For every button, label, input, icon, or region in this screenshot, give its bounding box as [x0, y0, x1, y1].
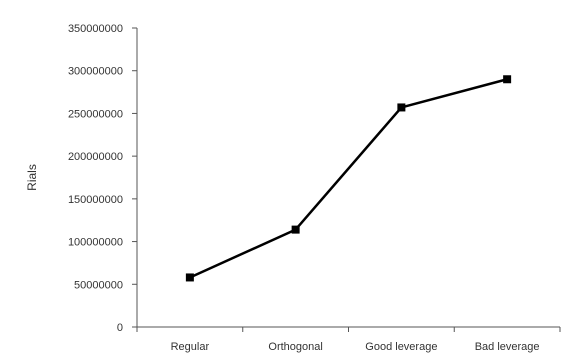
y-tick-label: 250000000: [68, 108, 123, 120]
y-tick-label: 100000000: [68, 237, 123, 249]
series-layer: [185, 75, 512, 282]
y-tick-label: 150000000: [68, 194, 123, 206]
x-tick-label: Good leverage: [365, 341, 437, 353]
x-tick-label: Orthogonal: [268, 341, 322, 353]
data-point-marker: [291, 225, 300, 234]
y-tick-label: 200000000: [68, 151, 123, 163]
y-tick-label: 300000000: [68, 66, 123, 78]
x-axis-ticks: Regular Orthogonal Good leverage Bad levera…: [136, 327, 561, 353]
data-point-marker: [185, 273, 194, 282]
y-axis-ticks: 0 50000000 100000000 150000000 200000000 2500…: [68, 23, 137, 334]
x-tick-label: Bad leverage: [475, 341, 540, 353]
series-line: [189, 78, 508, 279]
y-tick-label: 50000000: [74, 279, 123, 291]
y-tick-label: 350000000: [68, 23, 123, 35]
y-tick-label: 0: [117, 322, 123, 334]
y-axis-label: Rials: [25, 164, 39, 191]
x-tick-label: Regular: [171, 341, 210, 353]
data-point-marker: [397, 103, 406, 112]
data-point-marker: [503, 75, 512, 84]
